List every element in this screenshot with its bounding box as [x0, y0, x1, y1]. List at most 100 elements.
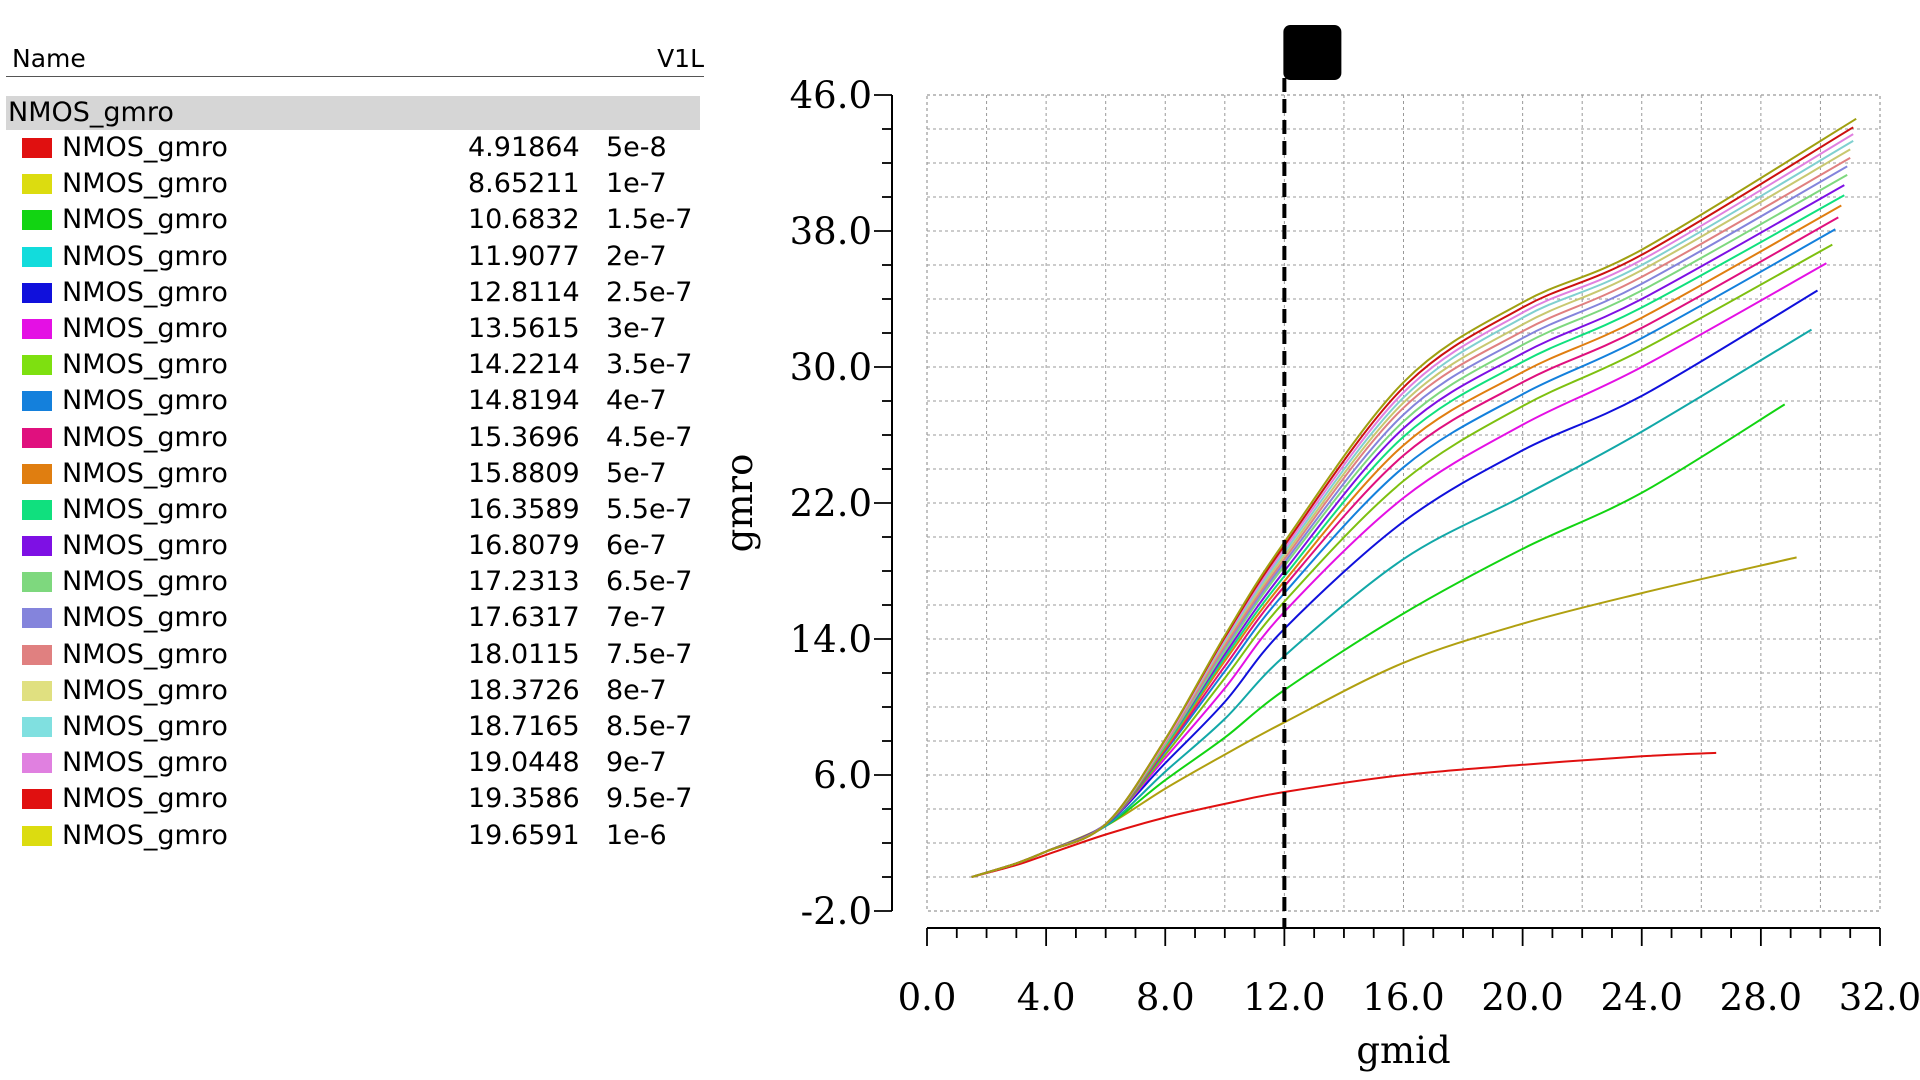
legend-row[interactable]: NMOS_gmro 15.3696 4.5e-7 [6, 420, 706, 456]
legend-row[interactable]: NMOS_gmro 18.7165 8.5e-7 [6, 709, 706, 745]
legend-row-value: 18.7165 [468, 711, 580, 742]
series-line[interactable] [971, 262, 1827, 878]
legend-row-param: 1.5e-7 [606, 204, 693, 236]
legend-row-param: 6.5e-7 [606, 566, 693, 598]
legend-row-name: NMOS_gmro [62, 457, 228, 489]
legend-color-swatch [22, 825, 52, 846]
x-tick-label: 24.0 [1601, 976, 1683, 1019]
v1-marker-tag[interactable] [1283, 25, 1342, 80]
series-line[interactable] [971, 165, 1848, 878]
legend-row[interactable]: NMOS_gmro 14.8194 4e-7 [6, 383, 706, 419]
series-line[interactable] [971, 289, 1819, 878]
legend-column-header[interactable]: V1L [657, 44, 704, 73]
legend-row-param: 5e-7 [606, 457, 667, 489]
x-tick-label: 28.0 [1720, 976, 1802, 1019]
legend-color-swatch [22, 536, 52, 557]
legend-row[interactable]: NMOS_gmro 8.65211 1e-7 [6, 166, 706, 202]
x-tick-label: 12.0 [1243, 976, 1325, 1019]
legend-color-swatch [22, 680, 52, 701]
legend-row-value: 16.3589 [468, 493, 580, 525]
x-axis-label: gmid [1356, 1029, 1450, 1072]
legend-row-param: 5.5e-7 [606, 493, 693, 525]
legend-row[interactable]: NMOS_gmro 12.8114 2.5e-7 [6, 275, 706, 311]
y-tick-label: 38.0 [790, 210, 872, 253]
legend-row-value: 4.91864 [468, 132, 580, 163]
chart-tick-labels: -2.0 6.0 14.0 22.0 30.0 38.0 46.0 0.0 4.0 8.0 12.0… [790, 74, 1920, 1019]
series-line[interactable] [971, 216, 1839, 878]
legend-row-name: NMOS_gmro [62, 204, 228, 236]
legend-row[interactable]: NMOS_gmro 16.3589 5.5e-7 [6, 492, 706, 528]
legend-row[interactable]: NMOS_gmro 10.6832 1.5e-7 [6, 202, 706, 238]
series-line[interactable] [971, 174, 1848, 878]
legend-row[interactable]: NMOS_gmro 16.8079 6e-7 [6, 528, 706, 564]
legend-row-value: 14.8194 [468, 385, 580, 417]
legend-color-swatch [22, 318, 52, 339]
legend-row[interactable]: NMOS_gmro 17.2313 6.5e-7 [6, 564, 706, 600]
legend-row-value: 15.3696 [468, 421, 580, 453]
chart-series [971, 117, 1857, 878]
legend-row-value: 13.5615 [468, 312, 580, 344]
legend-row-name: NMOS_gmro [62, 638, 228, 670]
series-line[interactable] [971, 403, 1786, 878]
series-line[interactable] [971, 133, 1854, 878]
x-tick-label: 32.0 [1839, 976, 1920, 1019]
series-line[interactable] [971, 204, 1842, 878]
legend-row-name: NMOS_gmro [62, 674, 228, 706]
legend-row-param: 9.5e-7 [606, 783, 693, 815]
series-line[interactable] [971, 140, 1854, 878]
legend-row-value: 19.3586 [468, 783, 580, 815]
legend-row-param: 1e-6 [606, 819, 667, 851]
legend-row-value: 16.8079 [468, 530, 580, 562]
legend-row[interactable]: NMOS_gmro 15.8809 5e-7 [6, 456, 706, 492]
legend-row-param: 9e-7 [606, 747, 667, 779]
legend-row[interactable]: NMOS_gmro 14.2214 3.5e-7 [6, 347, 706, 383]
legend-row-param: 1e-7 [606, 168, 667, 200]
legend-color-swatch [22, 210, 52, 231]
legend-row-name: NMOS_gmro [62, 276, 228, 308]
legend-row[interactable]: NMOS_gmro 19.6591 1e-6 [6, 818, 706, 854]
legend-row[interactable]: NMOS_gmro 19.3586 9.5e-7 [6, 781, 706, 817]
legend-row-value: 11.9077 [468, 240, 580, 272]
legend-color-swatch [22, 174, 52, 195]
legend-color-swatch [22, 427, 52, 448]
legend-row[interactable]: NMOS_gmro 19.0448 9e-7 [6, 745, 706, 781]
legend-group-row[interactable]: NMOS_gmro [6, 96, 700, 130]
legend-row-param: 7e-7 [606, 602, 667, 634]
legend-row[interactable]: NMOS_gmro 13.5615 3e-7 [6, 311, 706, 347]
legend-color-swatch [22, 717, 52, 737]
legend-row-param: 5e-8 [606, 132, 667, 163]
legend-row[interactable]: NMOS_gmro 18.3726 8e-7 [6, 673, 706, 709]
legend-color-swatch [22, 499, 52, 520]
legend-header: Name V1L [6, 36, 704, 77]
legend-row[interactable]: NMOS_gmro 17.6317 7e-7 [6, 600, 706, 636]
legend-color-swatch [22, 138, 52, 158]
legend-color-swatch [22, 789, 52, 810]
legend-row-value: 19.0448 [468, 747, 580, 779]
legend-name-header[interactable]: Name [12, 44, 86, 73]
series-line[interactable] [971, 328, 1813, 878]
legend-row[interactable]: NMOS_gmro 18.0115 7.5e-7 [6, 637, 706, 673]
legend-row-param: 6e-7 [606, 530, 667, 562]
legend-row-name: NMOS_gmro [62, 493, 228, 525]
legend-row-param: 7.5e-7 [606, 638, 693, 670]
legend-row-name: NMOS_gmro [62, 783, 228, 815]
legend-row-value: 17.2313 [468, 566, 580, 598]
legend-row[interactable]: NMOS_gmro 11.9077 2e-7 [6, 239, 706, 275]
legend-panel: Name V1L NMOS_gmro NMOS_gmro 4.91864 5e-8 N… [6, 36, 706, 854]
legend-row-name: NMOS_gmro [62, 819, 228, 851]
legend-color-swatch [22, 246, 52, 267]
v1-marker[interactable]: V1 [1282, 25, 1342, 928]
legend-row[interactable]: NMOS_gmro 4.91864 5e-8 [6, 130, 706, 166]
legend-row-value: 10.6832 [468, 204, 580, 236]
series-line[interactable] [971, 117, 1857, 878]
legend-color-swatch [22, 644, 52, 665]
legend-row-name: NMOS_gmro [62, 240, 228, 272]
legend-row-name: NMOS_gmro [62, 566, 228, 598]
series-line[interactable] [971, 148, 1851, 878]
series-line[interactable] [971, 751, 1717, 878]
x-tick-label: 4.0 [1017, 976, 1076, 1019]
legend-row-value: 14.2214 [468, 349, 580, 381]
legend-row-value: 12.8114 [468, 276, 580, 308]
legend-row-name: NMOS_gmro [62, 168, 228, 200]
legend-row-name: NMOS_gmro [62, 747, 228, 779]
